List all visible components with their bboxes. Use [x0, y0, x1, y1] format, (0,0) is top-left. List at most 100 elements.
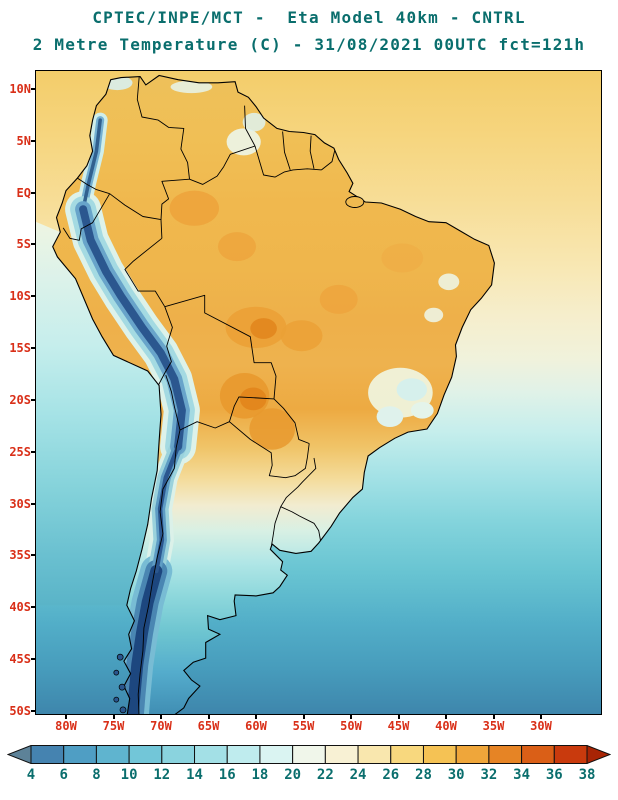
pacific-cool-water: [36, 221, 161, 606]
colorbar-tick-34: 34: [513, 767, 531, 783]
lon-label-75w: 75W: [102, 719, 125, 733]
title-line-1: CPTEC/INPE/MCT - Eta Model 40km - CNTRL: [92, 8, 526, 27]
lat-axis-tick: [31, 139, 35, 142]
lon-label-50w: 50W: [340, 719, 362, 733]
colorbar-tick-6: 6: [59, 767, 68, 783]
colorbar-segment: [455, 745, 490, 764]
colorbar-segment: [161, 745, 196, 764]
lon-label-60w: 60W: [245, 719, 267, 733]
lat-axis-tick: [31, 295, 35, 298]
colorbar-tick-4: 4: [26, 767, 36, 783]
colorbar-segment: [521, 745, 555, 764]
lat-label-45s: 45S: [9, 652, 31, 667]
lat-label-50s: 50S: [9, 703, 31, 718]
colorbar-tick-26: 26: [382, 767, 400, 783]
colorbar-segment: [128, 745, 163, 764]
lat-axis-tick: [31, 450, 35, 453]
lat-label-35s: 35S: [9, 548, 31, 563]
lon-axis-tick: [160, 715, 162, 719]
colorbar-tick-10: 10: [120, 767, 138, 783]
lon-label-30w: 30W: [530, 719, 552, 733]
lat-axis-tick: [31, 554, 35, 557]
lat-label-40s: 40S: [9, 600, 31, 615]
lat-axis-tick: [31, 398, 35, 401]
lat-label-20s: 20S: [9, 392, 31, 407]
colorbar-segment: [226, 745, 261, 764]
lon-axis-tick: [540, 715, 542, 719]
colorbar-tick-32: 32: [480, 767, 498, 783]
lon-label-80w: 80W: [55, 719, 77, 733]
colorbar-arrow-right: [586, 745, 611, 764]
lat-axis-tick: [31, 347, 35, 350]
lon-label-45w: 45W: [387, 719, 410, 733]
chilean-island: [113, 696, 120, 703]
lon-label-70w: 70W: [150, 719, 172, 733]
colorbar-segment: [292, 745, 326, 764]
lon-label-55w: 55W: [292, 719, 315, 733]
lon-axis-tick: [207, 715, 210, 719]
map-canvas: [35, 70, 602, 715]
lon-axis-tick: [350, 715, 352, 719]
lat-axis-tick: [31, 502, 35, 505]
colorbar-tick-24: 24: [349, 767, 367, 783]
colorbar-segment: [390, 745, 424, 764]
colorbar-arrow-left: [7, 745, 32, 764]
colorbar-scale: [7, 745, 611, 764]
colorbar-tick-8: 8: [92, 767, 101, 783]
lat-axis-tick: [31, 88, 35, 90]
colorbar-tick-18: 18: [251, 767, 269, 783]
map-region: 10N 5N EQ 5S 10S 15S 20S 25S 30S 35S 40S 45S 50S 80W 7…: [0, 68, 618, 744]
lat-label-10s: 10S: [9, 289, 31, 304]
lon-axis-tick: [397, 715, 400, 719]
lat-label-15s: 15S: [9, 341, 31, 356]
lon-axis-tick: [112, 715, 115, 719]
lon-label-65w: 65W: [197, 719, 220, 733]
colorbar-segment: [324, 745, 359, 764]
colorbar-segment: [357, 745, 392, 764]
colorbar-segment: [259, 745, 294, 764]
chilean-island: [118, 683, 126, 691]
lon-axis-tick: [302, 715, 305, 719]
lon-axis-tick: [255, 715, 257, 719]
lon-label-40w: 40W: [435, 719, 457, 733]
colorbar-tick-16: 16: [218, 767, 236, 783]
lat-axis-tick: [31, 658, 35, 661]
colorbar-tick-22: 22: [316, 767, 334, 783]
coastline: [52, 74, 495, 714]
colorbar-tick-38: 38: [578, 767, 596, 783]
lat-label-30s: 30S: [9, 496, 31, 511]
lat-label-10n: 10N: [9, 82, 31, 96]
marajo-island: [345, 196, 365, 208]
colorbar-segment: [422, 745, 457, 764]
lat-label-eq: EQ: [16, 185, 31, 200]
lat-axis-tick: [31, 709, 35, 712]
lat-axis-tick: [31, 606, 35, 609]
lat-axis-tick: [31, 191, 35, 194]
colorbar-segment: [30, 745, 65, 764]
lon-axis-tick: [445, 715, 447, 719]
lat-axis-tick: [31, 243, 35, 246]
colorbar-segment: [553, 745, 588, 764]
country-borders: [62, 76, 336, 714]
colorbar-tick-14: 14: [186, 767, 203, 783]
chilean-island: [116, 653, 124, 661]
colorbar-segment: [488, 745, 523, 764]
lon-axis-tick: [65, 715, 67, 719]
colorbar-tick-labels: 4 6 8 10 12 14 16 18 20 22 24 26 28 30 32 34 36 38: [7, 767, 611, 789]
colorbar-segment: [95, 745, 130, 764]
colorbar-tick-36: 36: [545, 767, 563, 783]
lon-label-35w: 35W: [482, 719, 505, 733]
title-line-2: 2 Metre Temperature (C) - 31/08/2021 00U…: [32, 35, 586, 54]
colorbar-tick-28: 28: [415, 767, 432, 783]
colorbar-segment: [194, 745, 228, 764]
lon-axis-tick: [492, 715, 495, 719]
chilean-island: [119, 706, 127, 714]
colorbar: 4 6 8 10 12 14 16 18 20 22 24 26 28 30 32 34 36 38: [7, 745, 611, 795]
colorbar-tick-30: 30: [447, 767, 465, 783]
lat-label-25s: 25S: [9, 444, 31, 459]
colorbar-tick-20: 20: [284, 767, 302, 783]
colorbar-segment: [63, 745, 97, 764]
chilean-island: [113, 669, 120, 676]
lat-label-5s: 5S: [16, 237, 31, 252]
